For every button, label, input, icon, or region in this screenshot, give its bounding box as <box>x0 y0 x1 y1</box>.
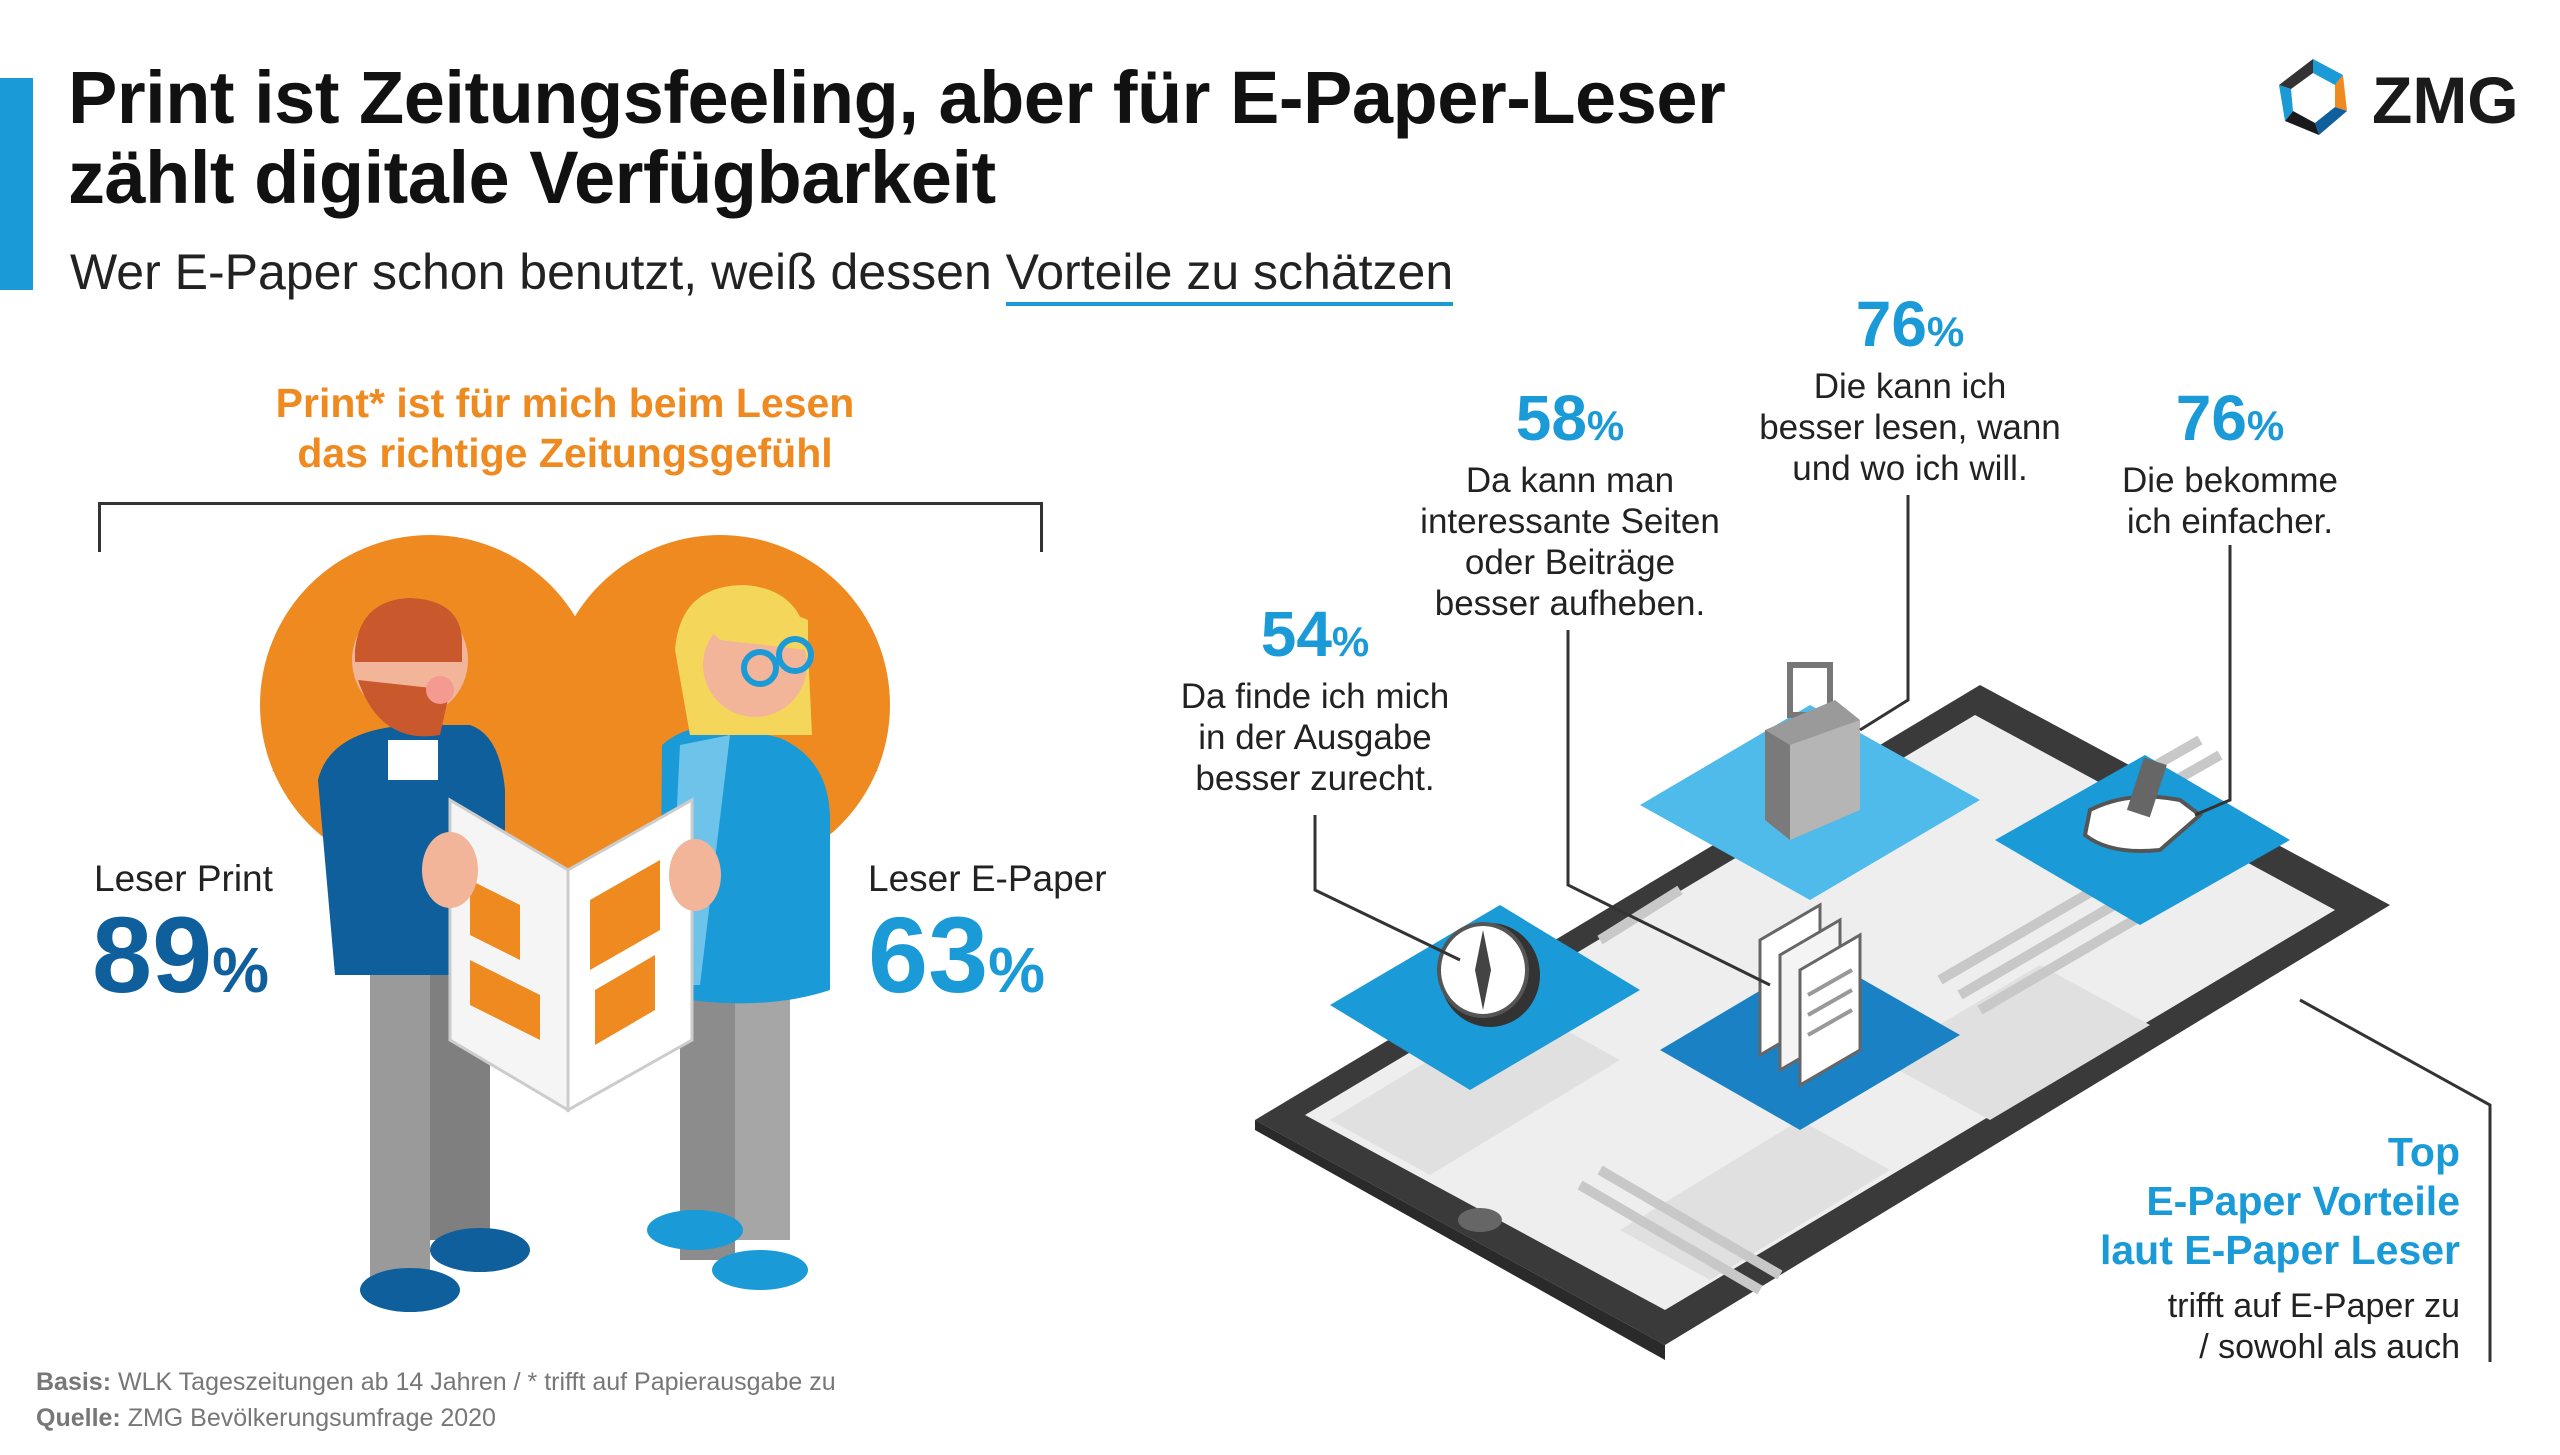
bracket <box>98 502 1043 552</box>
reader-value-print: 89% <box>92 900 269 1025</box>
benefit-get-easier-unit: % <box>2246 402 2285 449</box>
epaper-reader-figure <box>647 585 830 1290</box>
benefit-read-anytime-text: Die kann ich besser lesen, wann und wo i… <box>1710 366 2110 489</box>
benefit-save-articles-line-3: oder Beiträge <box>1464 543 1676 582</box>
benefit-findability-text: Da finde ich mich in der Ausgabe besser … <box>1120 676 1510 799</box>
benefit-read-anytime-number: 76 <box>1855 288 1927 360</box>
connector-lines <box>1313 495 2492 1362</box>
benefit-read-anytime-pct: 76% <box>1710 290 2110 366</box>
reader-value-print-unit: % <box>212 934 270 1006</box>
benefit-get-easier: 76% Die bekomme ich einfacher. <box>2060 384 2400 542</box>
benefit-findability-line-2: in der Ausgabe <box>1198 718 1432 757</box>
reader-label-print: Leser Print <box>94 858 273 899</box>
subtitle-underlined: Vorteile zu schätzen <box>1005 244 1454 306</box>
newspaper-stack-icon <box>1758 902 1862 1088</box>
top-benefits-line-3: laut E-Paper Leser <box>2099 1227 2460 1273</box>
reader-value-epaper-number: 63 <box>868 894 989 1015</box>
benefit-findability: 54% Da finde ich mich in der Ausgabe bes… <box>1120 600 1510 799</box>
reader-value-print-number: 89 <box>92 894 213 1015</box>
benefit-save-articles: 58% Da kann man interessante Seiten oder… <box>1365 384 1775 624</box>
benefit-read-anytime-line-1: Die kann ich <box>1813 367 2007 406</box>
footnote-source: Quelle: ZMG Bevölkerungsumfrage 2020 <box>36 1404 496 1433</box>
benefit-save-articles-line-1: Da kann man <box>1465 461 1675 500</box>
reader-value-epaper-unit: % <box>988 934 1046 1006</box>
benefit-save-articles-unit: % <box>1586 402 1625 449</box>
print-heading-line-1: Print* ist für mich beim Lesen <box>275 380 855 426</box>
benefit-findability-line-3: besser zurecht. <box>1195 759 1435 798</box>
zmg-logo-icon <box>2279 59 2347 135</box>
compass-icon <box>1437 922 1540 1027</box>
subtitle-plain: Wer E-Paper schon benutzt, weiß dessen <box>70 244 1006 300</box>
title-line-2: zählt digitale Verfügbarkeit <box>68 136 996 219</box>
top-benefits-note-2: / sowohl als auch <box>2199 1328 2460 1366</box>
benefit-save-articles-line-4: besser aufheben. <box>1434 584 1706 623</box>
top-benefits-line-1: Top <box>2387 1129 2460 1175</box>
footnote-source-label: Quelle: <box>36 1404 121 1432</box>
page-subtitle: Wer E-Paper schon benutzt, weiß dessen V… <box>70 242 1454 306</box>
benefit-get-easier-number: 76 <box>2175 382 2247 454</box>
reader-value-epaper: 63% <box>868 900 1045 1025</box>
benefit-read-anytime: 76% Die kann ich besser lesen, wann und … <box>1710 290 2110 489</box>
benefit-findability-number: 54 <box>1260 598 1332 670</box>
top-benefits-heading: Top E-Paper Vorteile laut E-Paper Leser <box>1980 1128 2460 1275</box>
benefit-findability-pct: 54% <box>1120 600 1510 676</box>
footnote-basis-label: Basis: <box>36 1368 112 1396</box>
benefit-findability-unit: % <box>1331 618 1370 665</box>
benefit-save-articles-text: Da kann man interessante Seiten oder Bei… <box>1365 460 1775 624</box>
benefit-read-anytime-line-2: besser lesen, wann <box>1759 408 2061 447</box>
top-benefits-note: trifft auf E-Paper zu / sowohl als auch <box>1980 1286 2460 1368</box>
benefit-save-articles-pct: 58% <box>1365 384 1775 460</box>
footnote-basis: Basis: WLK Tageszeitungen ab 14 Jahren /… <box>36 1368 836 1397</box>
benefit-get-easier-text: Die bekomme ich einfacher. <box>2060 460 2400 542</box>
benefit-get-easier-line-2: ich einfacher. <box>2126 502 2334 541</box>
benefit-get-easier-pct: 76% <box>2060 384 2400 460</box>
title-line-1: Print ist Zeitungsfeeling, aber für E-Pa… <box>68 56 1726 139</box>
footnote-basis-text: WLK Tageszeitungen ab 14 Jahren / * trif… <box>111 1368 836 1396</box>
reader-label-epaper: Leser E-Paper <box>868 858 1107 899</box>
benefit-get-easier-line-1: Die bekomme <box>2122 461 2338 500</box>
newspaper-icon <box>422 797 721 1113</box>
benefit-findability-line-1: Da finde ich mich <box>1180 677 1450 716</box>
benefit-save-articles-number: 58 <box>1515 382 1587 454</box>
top-benefits-line-2: E-Paper Vorteile <box>2146 1178 2460 1224</box>
zmg-logo: ZMG <box>2268 52 2548 142</box>
benefit-read-anytime-unit: % <box>1926 308 1965 355</box>
zmg-logo-text: ZMG <box>2372 63 2519 137</box>
hand-icon <box>2082 757 2204 853</box>
footnote-source-text: ZMG Bevölkerungsumfrage 2020 <box>120 1404 496 1432</box>
benefit-read-anytime-line-3: und wo ich will. <box>1792 449 2028 488</box>
top-benefits-note-1: trifft auf E-Paper zu <box>2167 1287 2460 1325</box>
page-title: Print ist Zeitungsfeeling, aber für E-Pa… <box>68 56 1726 219</box>
print-heading-line-2: das richtige Zeitungsgefühl <box>297 430 833 476</box>
suitcase-icon <box>1765 662 1860 840</box>
accent-bar <box>0 78 33 290</box>
print-heading: Print* ist für mich beim Lesen das richt… <box>150 378 980 478</box>
benefit-save-articles-line-2: interessante Seiten <box>1420 502 1720 541</box>
